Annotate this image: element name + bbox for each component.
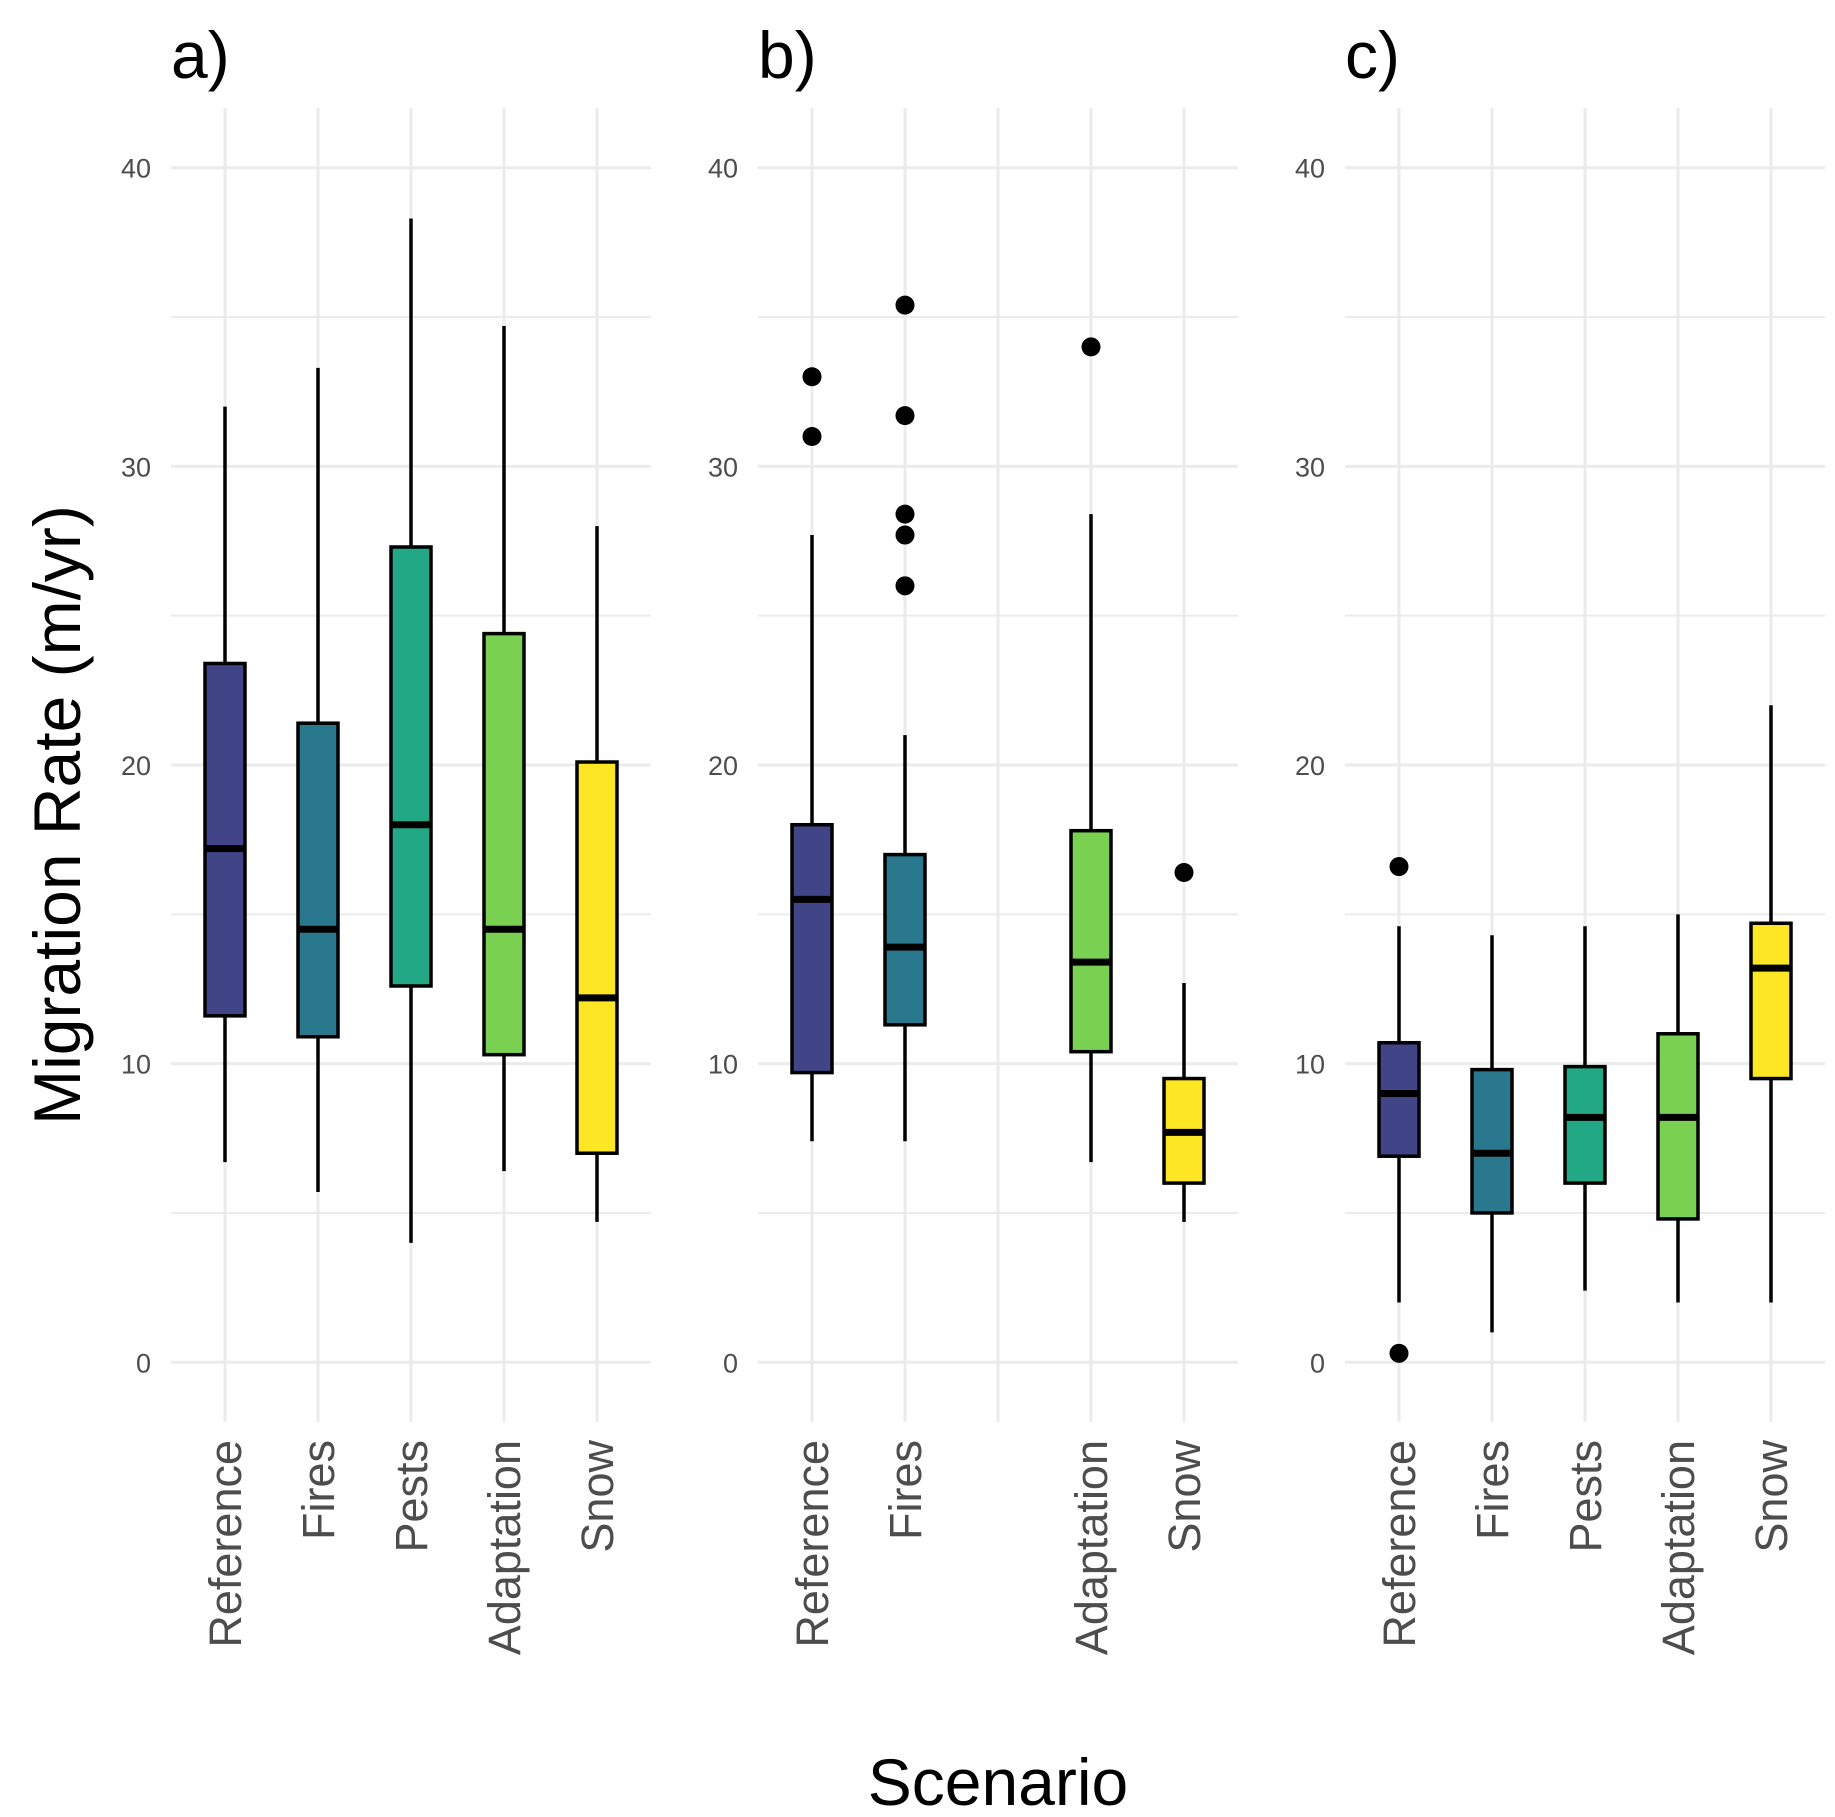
x-tick-label-adaptation: Adaptation — [1653, 1440, 1704, 1655]
box-adaptation — [482, 631, 526, 1057]
y-tick-label: 30 — [708, 452, 738, 482]
outlier-point-fires — [895, 504, 915, 524]
y-tick-label: 20 — [121, 751, 151, 781]
outlier-point-fires — [895, 406, 915, 426]
x-tick-label-pests: Pests — [386, 1440, 437, 1553]
y-tick-label: 10 — [121, 1050, 151, 1080]
y-axis-title: Migration Rate (m/yr) — [20, 505, 94, 1125]
y-tick-label: 20 — [708, 751, 738, 781]
panel-3: 0 10 20 30 40 c) Reference Fires Pests Adaptation… — [1295, 18, 1825, 1655]
outlier-point-reference — [1389, 1343, 1409, 1363]
box-snow — [575, 760, 619, 1155]
panels-group: 0 10 20 30 40 a) Reference Fires Pests Adaptation… — [121, 18, 1825, 1655]
y-tick-label: 0 — [136, 1348, 151, 1378]
x-tick-label-snow: Snow — [572, 1440, 623, 1553]
y-tick-label: 10 — [1295, 1050, 1325, 1080]
box-fires — [883, 852, 927, 1027]
y-tick-label: 0 — [723, 1348, 738, 1378]
x-tick-label-pests: Pests — [1560, 1440, 1611, 1553]
y-tick-label: 30 — [1295, 452, 1325, 482]
outlier-point-snow — [1174, 863, 1194, 883]
x-tick-label-snow: Snow — [1159, 1440, 1210, 1553]
box-reference — [1377, 1040, 1421, 1158]
y-tick-label: 40 — [708, 154, 738, 184]
x-tick-label-fires: Fires — [293, 1440, 344, 1540]
x-tick-label-snow: Snow — [1746, 1440, 1797, 1553]
panel-tag: b) — [758, 18, 817, 92]
box-adaptation — [1656, 1032, 1700, 1221]
x-tick-label-fires: Fires — [1467, 1440, 1518, 1540]
y-tick-label: 40 — [121, 154, 151, 184]
panel-tag: a) — [171, 18, 230, 92]
x-tick-label-reference: Reference — [787, 1440, 838, 1648]
box-snow — [1749, 921, 1793, 1081]
x-tick-label-reference: Reference — [1374, 1440, 1425, 1648]
y-tick-label: 20 — [1295, 751, 1325, 781]
box-pests — [1563, 1064, 1607, 1185]
x-tick-label-fires: Fires — [880, 1440, 931, 1540]
outlier-point-fires — [895, 295, 915, 315]
panel-tag: c) — [1345, 18, 1400, 92]
outlier-point-reference — [802, 367, 822, 387]
box-pests — [389, 545, 433, 988]
box-adaptation — [1069, 828, 1113, 1054]
x-tick-label-adaptation: Adaptation — [479, 1440, 530, 1655]
outlier-point-reference — [1389, 857, 1409, 877]
x-tick-label-reference: Reference — [200, 1440, 251, 1648]
box-reference — [203, 661, 247, 1018]
y-tick-label: 10 — [708, 1050, 738, 1080]
x-axis-title: Scenario — [868, 1745, 1129, 1817]
y-tick-label: 30 — [121, 452, 151, 482]
panel-2: 0 10 20 30 40 b) Reference Fires Adaptation Snow — [708, 18, 1238, 1655]
y-tick-label: 0 — [1310, 1348, 1325, 1378]
outlier-point-fires — [895, 525, 915, 545]
box-reference — [790, 822, 834, 1075]
box-fires — [1470, 1067, 1514, 1215]
x-tick-label-adaptation: Adaptation — [1066, 1440, 1117, 1655]
panel-1: 0 10 20 30 40 a) Reference Fires Pests Adaptation… — [121, 18, 651, 1655]
outlier-point-fires — [895, 576, 915, 596]
box-fires — [296, 721, 340, 1039]
outlier-point-adaptation — [1081, 337, 1101, 357]
outlier-point-reference — [802, 427, 822, 446]
y-tick-label: 40 — [1295, 154, 1325, 184]
